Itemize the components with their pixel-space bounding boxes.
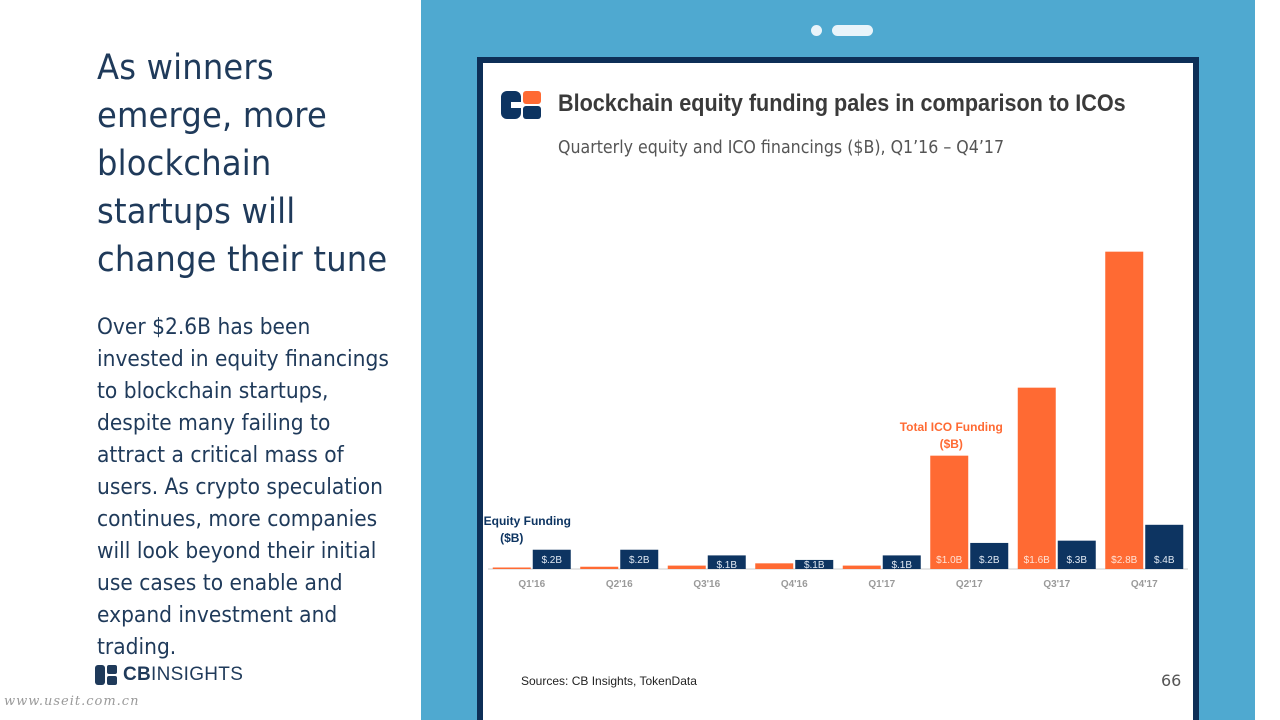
ico-bar-8 [1105, 251, 1144, 569]
ico-value-label-6: $1.0B [936, 555, 962, 566]
equity-bar-4 [795, 559, 834, 569]
headline: As winners emerge, more blockchain start… [97, 48, 388, 280]
sources-note: Sources: CB Insights, TokenData [521, 674, 697, 688]
ico-bar-6 [930, 455, 969, 569]
equity-bar-1 [532, 549, 571, 569]
ico-value-label-8: $2.8B [1111, 555, 1137, 566]
ico-bar-7 [1017, 387, 1056, 569]
equity-bar-7 [1057, 540, 1096, 569]
x-tick-label-2: Q2'16 [606, 579, 633, 590]
logo-text-rest: INSIGHTS [151, 664, 244, 685]
tablet-camera-dot [811, 25, 822, 36]
x-tick-label-1: Q1'16 [518, 579, 545, 590]
x-tick-label-5: Q1'17 [868, 579, 895, 590]
cb-logo-icon [95, 665, 117, 685]
equity-value-label-5: $.1B [891, 560, 912, 571]
equity-value-label-8: $.4B [1154, 555, 1175, 566]
equity-series-label-line-2: ($B) [500, 531, 523, 545]
equity-value-label-6: $.2B [979, 555, 1000, 566]
equity-bar-5 [882, 555, 921, 569]
ico-series-label: Total ICO Funding [900, 420, 1003, 434]
equity-value-label-4: $.1B [804, 560, 825, 571]
equity-value-label-1: $.2B [541, 555, 562, 566]
ico-bar-2 [580, 566, 619, 569]
x-tick-label-8: Q4'17 [1131, 579, 1158, 590]
bar-chart: $.2B Q1'16 $.2B Q2'16 $.1B Q3'16 $.1B Q4'16 $.1B… [483, 251, 1188, 590]
chart-title: Blockchain equity funding pales in compa… [558, 90, 1126, 117]
ico-bar-5 [842, 565, 881, 569]
left-column: As winners emerge, more blockchain start… [97, 44, 417, 664]
x-tick-label-7: Q3'17 [1043, 579, 1070, 590]
ico-series-label-line-2: ($B) [940, 437, 963, 451]
ico-bar-1 [492, 567, 531, 569]
equity-series-label: Total Equity Funding [483, 514, 571, 528]
equity-value-label-7: $.3B [1066, 555, 1087, 566]
ico-bar-3 [667, 565, 706, 569]
equity-bar-2 [620, 549, 659, 569]
tablet-frame: Blockchain equity funding pales in compa… [421, 0, 1255, 720]
cb-chart-logo-icon [501, 91, 541, 119]
chart-card: Blockchain equity funding pales in compa… [477, 57, 1199, 720]
equity-value-label-2: $.2B [629, 555, 650, 566]
x-tick-label-4: Q4'16 [781, 579, 808, 590]
logo-text-bold: CB [123, 664, 152, 685]
page-number: 66 [1161, 671, 1182, 690]
cb-insights-logo: CBINSIGHTS [95, 664, 243, 686]
body-text: Over $2.6B has been invested in equity f… [97, 315, 389, 660]
ico-bar-4 [755, 563, 794, 569]
equity-bar-3 [707, 555, 746, 569]
equity-bar-6 [970, 542, 1009, 569]
chart-subtitle: Quarterly equity and ICO financings ($B)… [558, 137, 1005, 158]
equity-value-label-3: $.1B [716, 560, 737, 571]
x-tick-label-3: Q3'16 [693, 579, 720, 590]
tablet-speaker-bar [832, 25, 873, 36]
x-tick-label-6: Q2'17 [956, 579, 983, 590]
watermark: www.useit.com.cn [4, 694, 140, 709]
equity-bar-8 [1145, 524, 1184, 569]
ico-value-label-7: $1.6B [1024, 555, 1050, 566]
